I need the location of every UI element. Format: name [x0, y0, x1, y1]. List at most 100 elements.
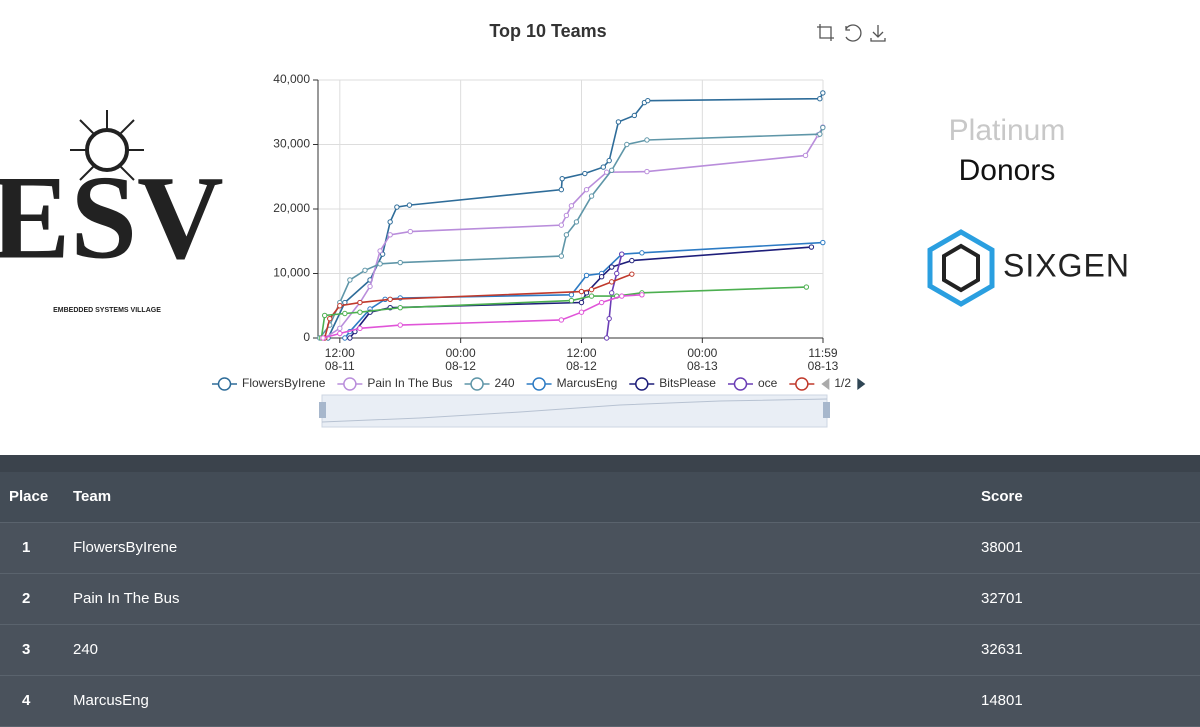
data-point — [615, 119, 622, 125]
data-point — [609, 290, 615, 296]
data-point — [357, 299, 363, 306]
data-point — [342, 335, 348, 341]
table-cell: 32701 — [981, 590, 1023, 607]
data-point — [582, 170, 588, 177]
sponsor-heading: Donors — [959, 154, 1056, 187]
data-point — [631, 112, 638, 119]
legend-item[interactable]: 240 — [464, 376, 515, 391]
data-point — [578, 299, 585, 306]
zoom-button[interactable] — [817, 24, 834, 41]
data-zoom[interactable] — [319, 394, 830, 428]
zoom-preview — [321, 398, 828, 423]
x-tick-label: 12:00 08-12 — [566, 346, 597, 373]
legend-item[interactable]: MarcusEng — [526, 376, 618, 391]
x-tick-label: 00:00 08-13 — [686, 346, 718, 373]
legend-marker — [470, 377, 484, 391]
sixgen-logo: SIXGEN — [927, 229, 1130, 307]
legend-item[interactable]: BitsPlease — [629, 376, 716, 391]
legend-marker — [217, 377, 232, 391]
legend-marker — [733, 377, 748, 391]
column-header: Place — [9, 488, 49, 505]
restore-button[interactable] — [845, 24, 862, 42]
data-point — [387, 232, 393, 238]
logo-title: ESV — [0, 151, 224, 284]
data-point — [342, 310, 348, 317]
table-cell: 32631 — [981, 641, 1023, 658]
data-point — [609, 167, 615, 174]
y-tick-label: 10,000 — [273, 266, 310, 280]
legend-page: 1/2 — [834, 376, 851, 390]
table-row: 2 Pain In The Bus 32701 — [0, 574, 1200, 625]
data-point — [629, 257, 635, 264]
data-point — [387, 296, 393, 302]
legend-item[interactable] — [789, 377, 815, 391]
legend-item[interactable]: oce — [727, 376, 778, 391]
sponsor-logo: SIXGEN — [1003, 247, 1130, 283]
data-point — [573, 219, 580, 225]
data-point — [377, 248, 383, 254]
series-line — [327, 92, 824, 339]
x-tick-label: 11:59 08-13 — [807, 346, 839, 373]
data-point — [320, 335, 326, 341]
data-point — [820, 90, 826, 96]
data-point — [645, 97, 651, 104]
data-point — [406, 202, 413, 208]
data-point — [327, 315, 333, 322]
scoreboard-table: Place Team Score 1 FlowersByIrene 38001 2 Pa… — [0, 455, 1200, 727]
data-point — [387, 219, 393, 225]
legend-next[interactable] — [857, 378, 866, 390]
table-row: 1 FlowersByIrene 38001 — [0, 523, 1200, 574]
data-point — [609, 279, 615, 285]
data-point — [619, 293, 625, 299]
chart-title: Top 10 Teams — [489, 21, 606, 41]
data-point — [377, 261, 383, 267]
legend-label: MarcusEng — [557, 376, 618, 390]
data-point — [407, 228, 414, 235]
legend-marker — [532, 377, 546, 391]
zoom-track — [321, 394, 828, 428]
legend-label: BitsPlease — [659, 376, 716, 390]
data-point — [362, 267, 368, 273]
data-point — [337, 325, 343, 332]
data-point — [817, 131, 823, 137]
data-point — [609, 264, 615, 270]
y-tick-label: 40,000 — [273, 72, 310, 86]
table-cell: 1 — [22, 539, 31, 556]
table-row: 4 MarcusEng 14801 — [0, 676, 1200, 727]
zoom-handle[interactable] — [823, 402, 830, 418]
table-cell: 14801 — [981, 692, 1023, 709]
data-point — [337, 303, 343, 309]
data-point — [347, 335, 353, 341]
legend-prev[interactable] — [821, 378, 830, 390]
table-cell: 3 — [22, 641, 31, 658]
data-point — [803, 284, 810, 290]
table-cell: 4 — [22, 692, 31, 709]
table-cell: 38001 — [981, 539, 1023, 556]
data-point — [558, 317, 565, 323]
logo-tagline: EMBEDDED SYSTEMS VILLAGE — [53, 307, 161, 314]
legend-item[interactable]: Pain In The Bus — [337, 376, 453, 391]
table-cell: 240 — [73, 641, 99, 658]
legend-item[interactable]: FlowersByIrene — [212, 376, 326, 391]
data-point — [559, 175, 565, 182]
data-point — [619, 251, 625, 257]
column-header: Team — [73, 488, 112, 505]
data-point — [644, 137, 650, 143]
legend-label: oce — [758, 376, 778, 390]
zoom-handle[interactable] — [319, 402, 326, 418]
data-point — [578, 288, 585, 295]
table-row: 3 240 32631 — [0, 625, 1200, 676]
legend-marker — [343, 377, 357, 391]
data-point — [629, 271, 635, 277]
download-button[interactable] — [870, 25, 886, 42]
data-point — [598, 299, 605, 306]
data-point — [563, 232, 570, 238]
data-point — [357, 309, 363, 315]
legend-marker — [635, 377, 649, 391]
esv-logo: ESV EMBEDDED SYSTEMS VILLAGE — [0, 110, 224, 314]
data-point — [603, 335, 610, 341]
data-point — [603, 169, 610, 175]
table-cell: FlowersByIrene — [73, 539, 178, 556]
data-point — [808, 244, 815, 250]
data-point — [583, 186, 590, 193]
